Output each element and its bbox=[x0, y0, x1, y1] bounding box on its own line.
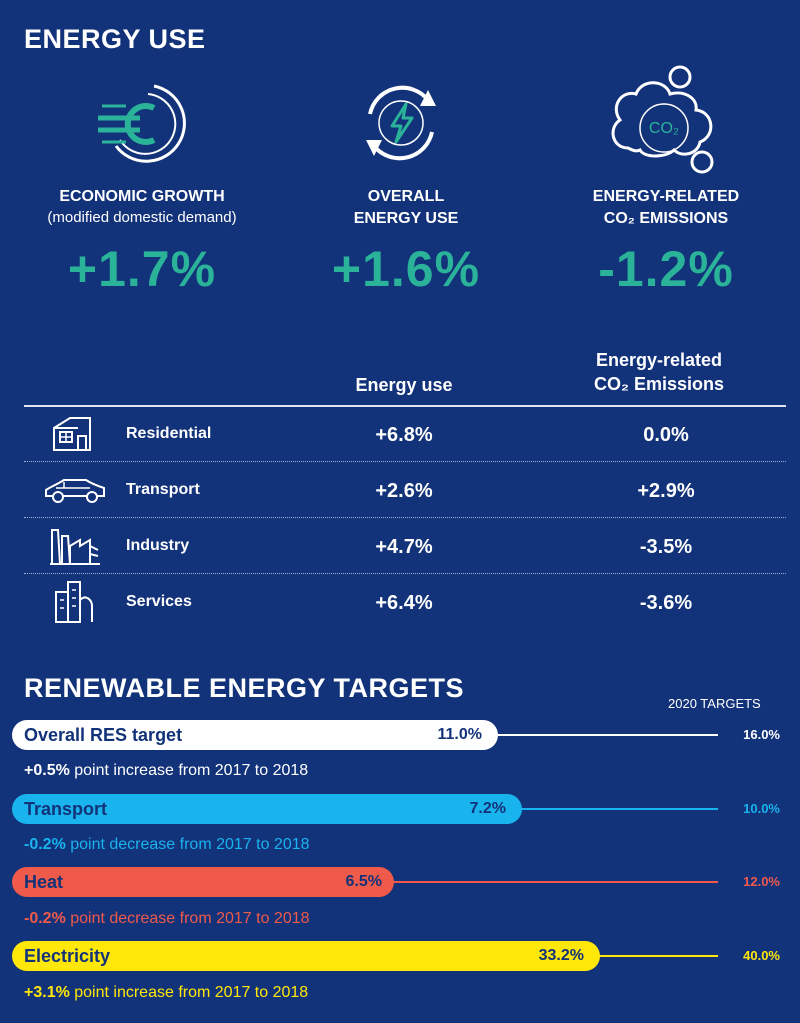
co2-cloud-icon: CO₂ bbox=[611, 65, 714, 174]
electricity-bar bbox=[12, 941, 600, 971]
euro-icon bbox=[98, 84, 186, 163]
row-emissions-value: -3.5% bbox=[639, 536, 693, 558]
bar-note: +3.1% point increase from 2017 to 2018 bbox=[24, 984, 308, 1002]
kpi-label: ECONOMIC GROWTH bbox=[59, 188, 225, 205]
col-header-energy-use: Energy use bbox=[355, 375, 453, 395]
bar-note-text: point decrease from 2017 to 2018 bbox=[65, 910, 310, 927]
kpi-economic-growth: ECONOMIC GROWTH (modified domestic deman… bbox=[12, 186, 272, 298]
row-divider bbox=[24, 573, 786, 574]
row-divider bbox=[24, 517, 786, 518]
bar-note-value: +3.1% bbox=[24, 984, 70, 1001]
bar-target: 16.0% bbox=[743, 727, 780, 742]
row-energy-value: +6.8% bbox=[375, 424, 433, 446]
bar-target: 40.0% bbox=[743, 948, 780, 963]
row-emissions-value: -3.6% bbox=[639, 592, 693, 614]
bar-name: Heat bbox=[24, 872, 64, 892]
transport-bar bbox=[12, 794, 522, 824]
bar-note-text: point increase from 2017 to 2018 bbox=[69, 762, 309, 779]
bar-value: 11.0% bbox=[437, 726, 482, 743]
row-divider bbox=[24, 461, 786, 462]
bar-note-value: +0.5% bbox=[24, 762, 70, 779]
renewable-targets-title: RENEWABLE ENERGY TARGETS bbox=[24, 673, 465, 703]
row-sector-label: Industry bbox=[126, 537, 190, 554]
row-energy-value: +2.6% bbox=[375, 480, 433, 502]
office-building-icon bbox=[55, 581, 93, 623]
col-header-line: CO₂ Emissions bbox=[593, 374, 725, 394]
bar-note: -0.2% point decrease from 2017 to 2018 bbox=[24, 910, 310, 928]
kpi-overall-energy-use: OVERALL ENERGY USE +1.6% bbox=[276, 186, 536, 298]
table-header-rule bbox=[24, 405, 786, 407]
target-line bbox=[380, 881, 718, 883]
bar-name: Overall RES target bbox=[24, 725, 183, 745]
res-overall-bar bbox=[12, 720, 498, 750]
bar-target: 12.0% bbox=[743, 874, 780, 889]
bar-value: 6.5% bbox=[345, 873, 382, 890]
kpi-value: -1.2% bbox=[598, 241, 734, 297]
co2-icon-text: CO₂ bbox=[649, 120, 679, 137]
kpi-label: OVERALL bbox=[367, 188, 445, 205]
kpi-label: CO₂ EMISSIONS bbox=[603, 210, 729, 227]
bar-note-value: -0.2% bbox=[24, 836, 66, 853]
bar-note-text: point increase from 2017 to 2018 bbox=[69, 984, 309, 1001]
heat-bar bbox=[12, 867, 394, 897]
bar-note-text: point decrease from 2017 to 2018 bbox=[65, 836, 310, 853]
col-header-emissions: Energy-related CO₂ Emissions bbox=[564, 348, 754, 396]
bar-note-value: -0.2% bbox=[24, 910, 66, 927]
row-sector-label: Services bbox=[126, 593, 192, 610]
target-line bbox=[590, 955, 718, 957]
row-emissions-value: 0.0% bbox=[643, 424, 689, 446]
kpi-sublabel: (modified domestic demand) bbox=[47, 209, 237, 226]
row-emissions-value: +2.9% bbox=[637, 480, 695, 502]
bar-note: -0.2% point decrease from 2017 to 2018 bbox=[24, 836, 310, 854]
bar-value: 7.2% bbox=[469, 800, 506, 817]
energy-use-title: ENERGY USE bbox=[24, 24, 206, 54]
kpi-label: ENERGY-RELATED bbox=[592, 188, 740, 205]
bar-target: 10.0% bbox=[743, 801, 780, 816]
energy-cycle-icon bbox=[366, 85, 436, 161]
row-sector-label: Transport bbox=[126, 481, 200, 498]
bar-name: Transport bbox=[24, 799, 108, 819]
row-energy-value: +6.4% bbox=[375, 592, 433, 614]
kpi-value: +1.6% bbox=[331, 241, 481, 297]
target-line bbox=[480, 734, 718, 736]
car-icon bbox=[45, 479, 105, 503]
kpi-co2-emissions: ENERGY-RELATED CO₂ EMISSIONS -1.2% bbox=[536, 186, 796, 298]
bar-value: 33.2% bbox=[538, 947, 584, 964]
row-sector-label: Residential bbox=[126, 425, 212, 442]
row-energy-value: +4.7% bbox=[375, 536, 433, 558]
house-icon bbox=[53, 417, 91, 451]
target-line bbox=[510, 808, 718, 810]
bar-note: +0.5% point increase from 2017 to 2018 bbox=[24, 762, 308, 780]
kpi-value: +1.7% bbox=[67, 241, 217, 297]
col-header-line: Energy-related bbox=[595, 350, 723, 370]
bar-name: Electricity bbox=[24, 946, 111, 966]
targets-column-header: 2020 TARGETS bbox=[668, 696, 761, 711]
factory-icon bbox=[50, 529, 100, 565]
kpi-label: ENERGY USE bbox=[353, 210, 459, 227]
